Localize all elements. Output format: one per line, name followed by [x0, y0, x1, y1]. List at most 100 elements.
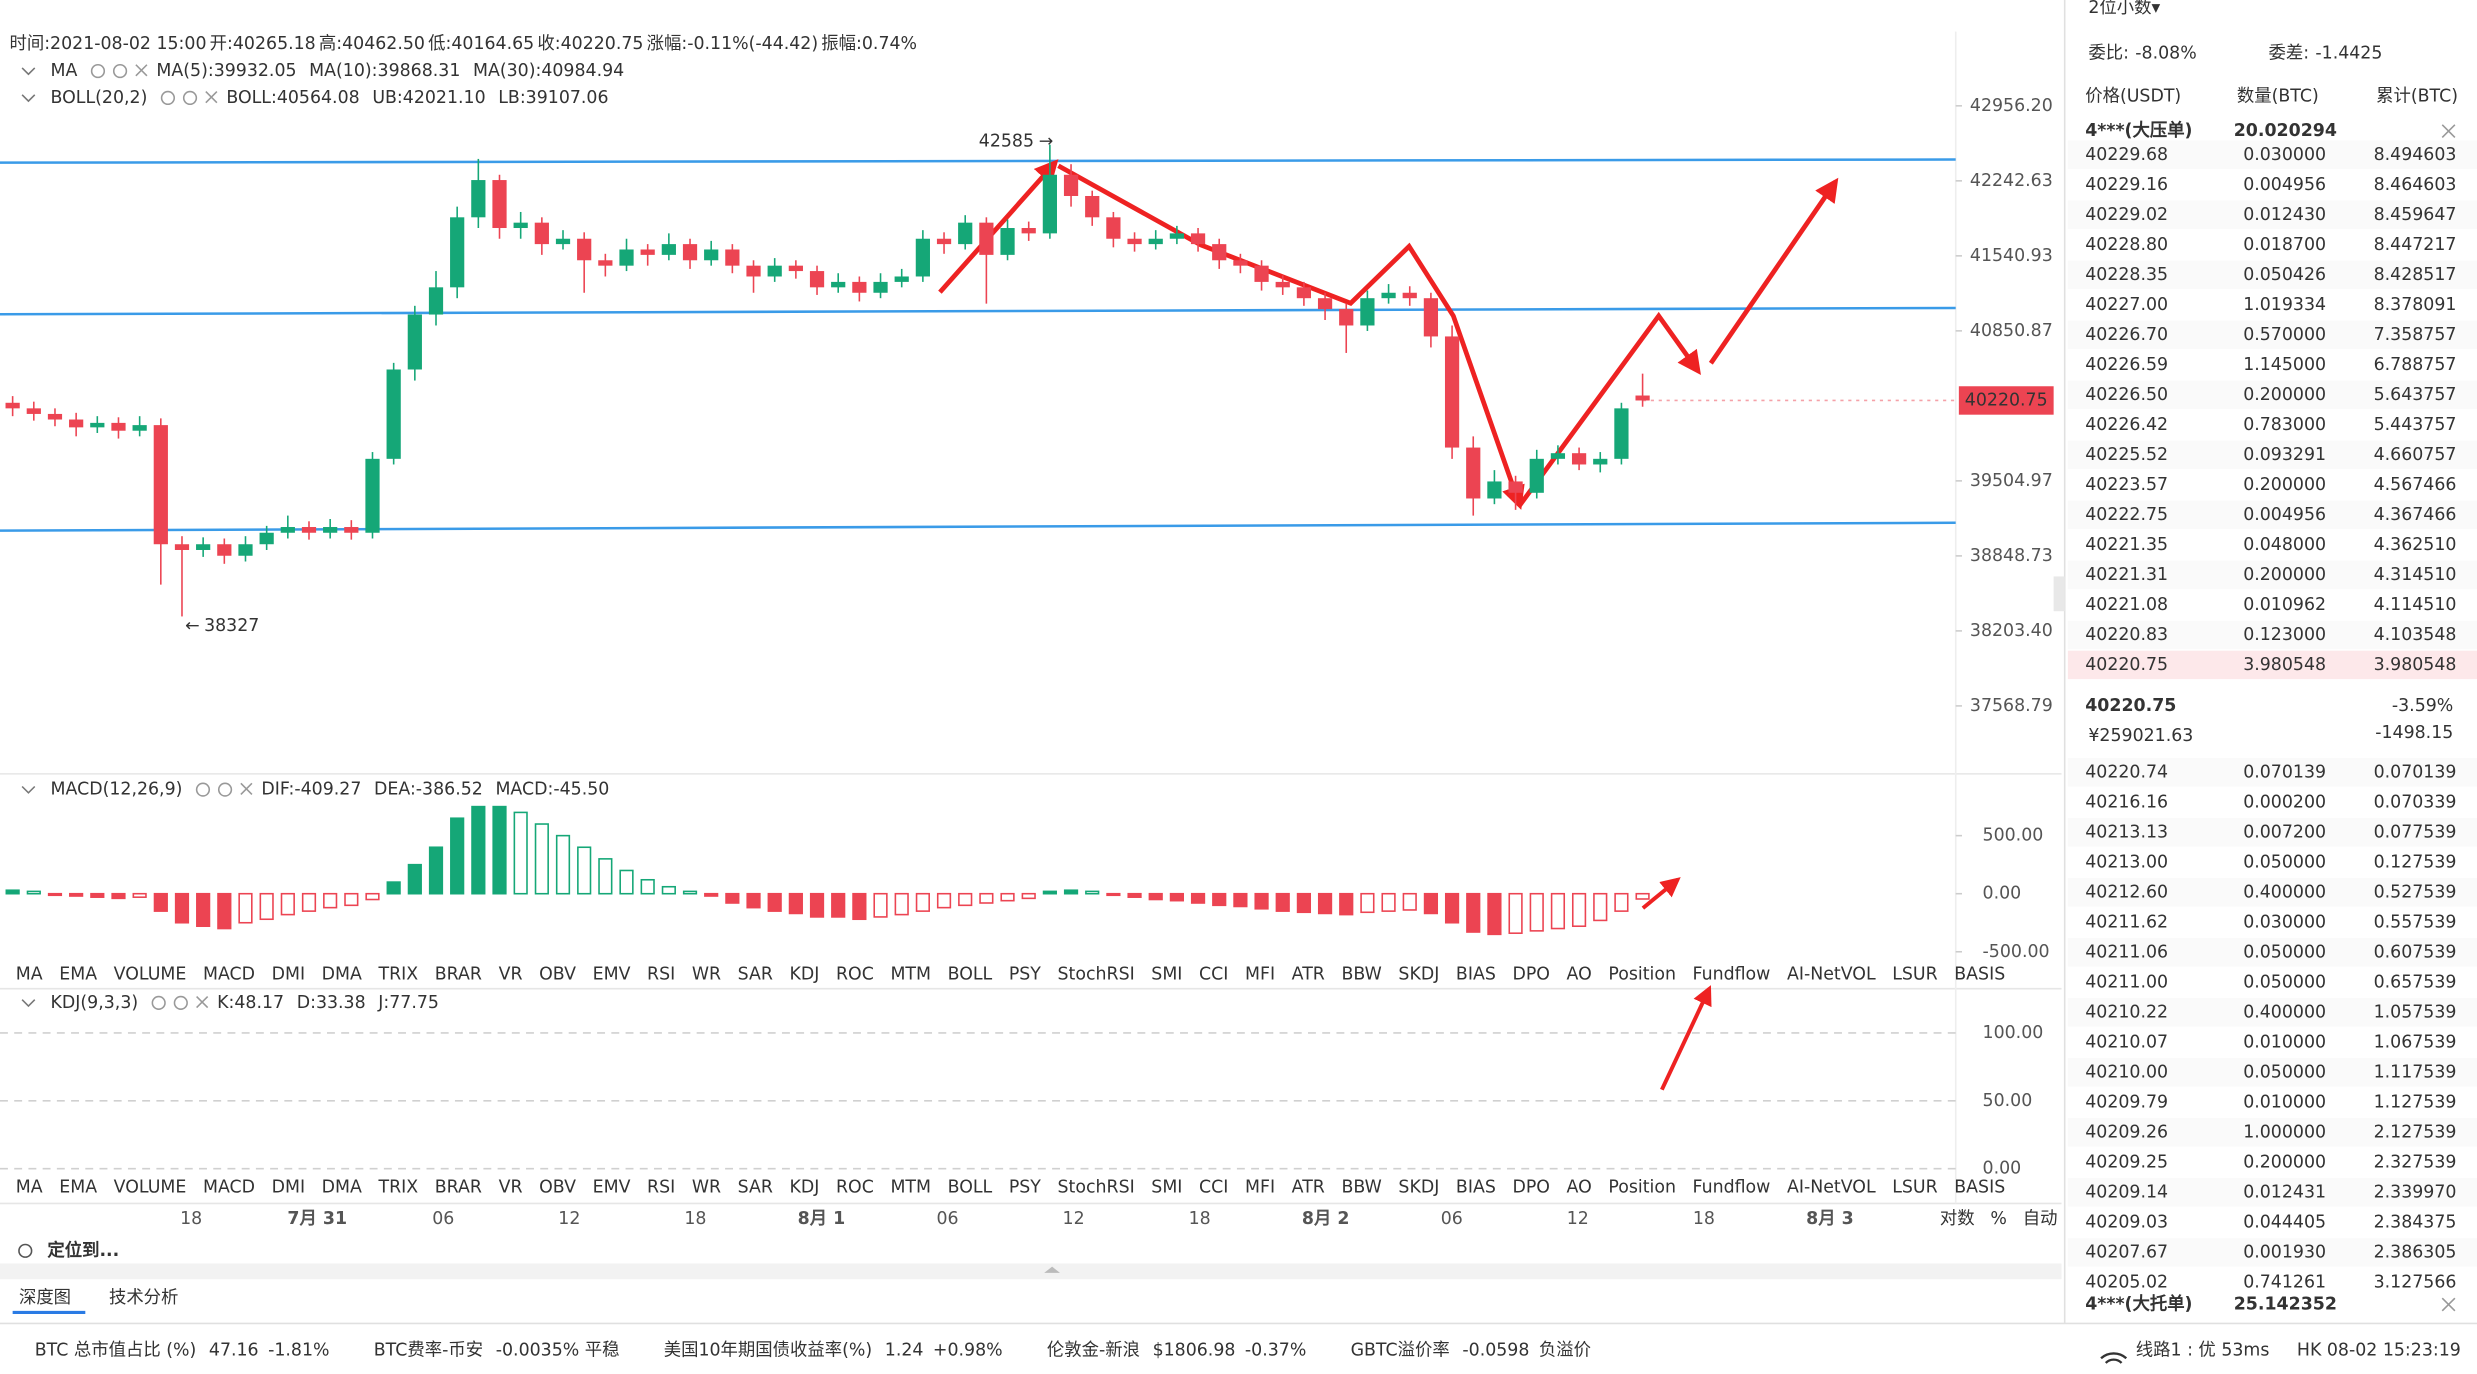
axis-option[interactable]: 自动 — [2023, 1209, 2058, 1229]
indicator-tab[interactable]: BBW — [1341, 1178, 1381, 1198]
price[interactable]: 40229.02 — [2085, 205, 2168, 225]
ticker-name[interactable]: BTC 总市值占比 (%) — [35, 1340, 197, 1360]
price[interactable]: 40221.08 — [2085, 595, 2168, 615]
price[interactable]: 40209.79 — [2085, 1092, 2168, 1112]
indicator-tab[interactable]: RSI — [647, 1178, 675, 1198]
settings-icon[interactable] — [112, 63, 128, 79]
price[interactable]: 40220.74 — [2085, 762, 2168, 782]
price[interactable]: 40227.00 — [2085, 295, 2168, 315]
price[interactable]: 40225.52 — [2085, 445, 2168, 465]
indicator-tab[interactable]: VOLUME — [114, 1178, 187, 1198]
indicator-tab[interactable]: BOLL — [948, 1178, 993, 1198]
price[interactable]: 40209.26 — [2085, 1122, 2168, 1142]
indicator-tab[interactable]: PSY — [1009, 964, 1041, 984]
indicator-tab[interactable]: ATR — [1292, 1178, 1325, 1198]
visibility-icon[interactable] — [160, 90, 176, 106]
indicator-tab[interactable]: Fundflow — [1693, 1178, 1771, 1198]
indicator-tab[interactable]: BOLL — [948, 964, 993, 984]
resize-bar[interactable] — [0, 1263, 2062, 1280]
indicator-tab[interactable]: AO — [1567, 1178, 1592, 1198]
price[interactable]: 40209.14 — [2085, 1182, 2168, 1202]
price[interactable]: 40220.83 — [2085, 625, 2168, 645]
ticker-name[interactable]: BTC费率-币安 — [374, 1340, 483, 1360]
indicator-tab[interactable]: CCI — [1199, 964, 1228, 984]
indicator-tab[interactable]: BASIS — [1954, 1178, 2005, 1198]
close-icon[interactable] — [240, 782, 253, 795]
price[interactable]: 40210.07 — [2085, 1032, 2168, 1052]
indicator-tab[interactable]: LSUR — [1892, 1178, 1937, 1198]
indicator-tab[interactable]: BIAS — [1456, 1178, 1496, 1198]
price[interactable]: 40211.06 — [2085, 942, 2168, 962]
price[interactable]: 40221.35 — [2085, 535, 2168, 555]
indicator-tab[interactable]: DPO — [1512, 964, 1550, 984]
indicator-tab[interactable]: AI-NetVOL — [1787, 964, 1876, 984]
ticker-name[interactable]: 美国10年期国债收益率(%) — [664, 1340, 872, 1360]
indicator-tab[interactable]: MFI — [1245, 1178, 1275, 1198]
indicator-tab[interactable]: WR — [692, 1178, 721, 1198]
indicator-tab[interactable]: ROC — [836, 1178, 874, 1198]
settings-icon[interactable] — [217, 782, 233, 797]
price[interactable]: 40213.13 — [2085, 822, 2168, 842]
indicator-tab[interactable]: EMA — [59, 964, 97, 984]
visibility-icon[interactable] — [195, 782, 211, 797]
price[interactable]: 40226.70 — [2085, 325, 2168, 345]
indicator-tab[interactable]: ATR — [1292, 964, 1325, 984]
price[interactable]: 40205.02 — [2085, 1272, 2168, 1292]
indicator-tab[interactable]: EMV — [593, 964, 631, 984]
indicator-tab[interactable]: EMV — [593, 1178, 631, 1198]
indicator-tab[interactable]: SAR — [738, 1178, 773, 1198]
indicator-tab[interactable]: DMI — [272, 1178, 305, 1198]
indicator-tab[interactable]: Position — [1608, 964, 1676, 984]
price[interactable]: 40221.31 — [2085, 565, 2168, 585]
price[interactable]: 40213.00 — [2085, 852, 2168, 872]
indicator-tab[interactable]: VR — [499, 964, 523, 984]
close-icon[interactable] — [135, 64, 148, 77]
indicator-tab[interactable]: SMI — [1151, 964, 1182, 984]
price[interactable]: 40228.35 — [2085, 265, 2168, 285]
ticker-name[interactable]: 伦敦金-新浪 — [1047, 1340, 1140, 1360]
indicator-tab[interactable]: BBW — [1341, 964, 1381, 984]
price[interactable]: 40229.16 — [2085, 175, 2168, 195]
collapse-handle[interactable] — [2053, 576, 2065, 612]
indicator-tab[interactable]: Fundflow — [1693, 964, 1771, 984]
price[interactable]: 40209.03 — [2085, 1212, 2168, 1232]
drawn-line[interactable] — [0, 306, 1956, 316]
indicator-tab[interactable]: BIAS — [1456, 964, 1496, 984]
axis-option[interactable]: 对数 — [1940, 1209, 1975, 1229]
close-icon[interactable] — [2441, 124, 2456, 138]
drawn-line[interactable] — [0, 158, 1956, 164]
price[interactable]: 40211.62 — [2085, 912, 2168, 932]
indicator-tab[interactable]: DPO — [1512, 1178, 1550, 1198]
price[interactable]: 40210.00 — [2085, 1062, 2168, 1082]
locate-button[interactable]: 定位到... — [47, 1240, 119, 1261]
indicator-tab[interactable]: VOLUME — [114, 964, 187, 984]
indicator-tab[interactable]: OBV — [539, 964, 576, 984]
price[interactable]: 40223.57 — [2085, 475, 2168, 495]
indicator-tab[interactable]: Position — [1608, 1178, 1676, 1198]
indicator-tab[interactable]: MA — [16, 964, 43, 984]
indicator-tab[interactable]: WR — [692, 964, 721, 984]
indicator-tab[interactable]: DMA — [322, 1178, 362, 1198]
price[interactable]: 40226.50 — [2085, 385, 2168, 405]
indicator-tab[interactable]: MACD — [203, 1178, 255, 1198]
price[interactable]: 40209.25 — [2085, 1152, 2168, 1172]
indicator-tab[interactable]: BRAR — [435, 1178, 482, 1198]
indicator-tab[interactable]: TRIX — [377, 964, 418, 984]
axis-option[interactable]: % — [1990, 1209, 2007, 1229]
price[interactable]: 40210.22 — [2085, 1002, 2168, 1022]
price[interactable]: 40229.68 — [2085, 145, 2168, 165]
settings-icon[interactable] — [182, 90, 198, 106]
visibility-icon[interactable] — [151, 995, 166, 1010]
indicator-tab[interactable]: MTM — [890, 1178, 931, 1198]
visibility-icon[interactable] — [90, 63, 106, 79]
precision-select[interactable]: 2位小数▾ — [2088, 0, 2160, 18]
price[interactable]: 40220.75 — [2085, 655, 2168, 675]
indicator-tab[interactable]: MACD — [203, 964, 255, 984]
price[interactable]: 40226.59 — [2085, 355, 2168, 375]
indicator-tab[interactable]: KDJ — [790, 1178, 820, 1198]
indicator-tab[interactable]: MFI — [1245, 964, 1275, 984]
ticker-name[interactable]: GBTC溢价率 — [1351, 1340, 1450, 1360]
indicator-tab[interactable]: MTM — [890, 964, 931, 984]
indicator-tab[interactable]: AI-NetVOL — [1787, 1178, 1876, 1198]
price[interactable]: 40216.16 — [2085, 792, 2168, 812]
